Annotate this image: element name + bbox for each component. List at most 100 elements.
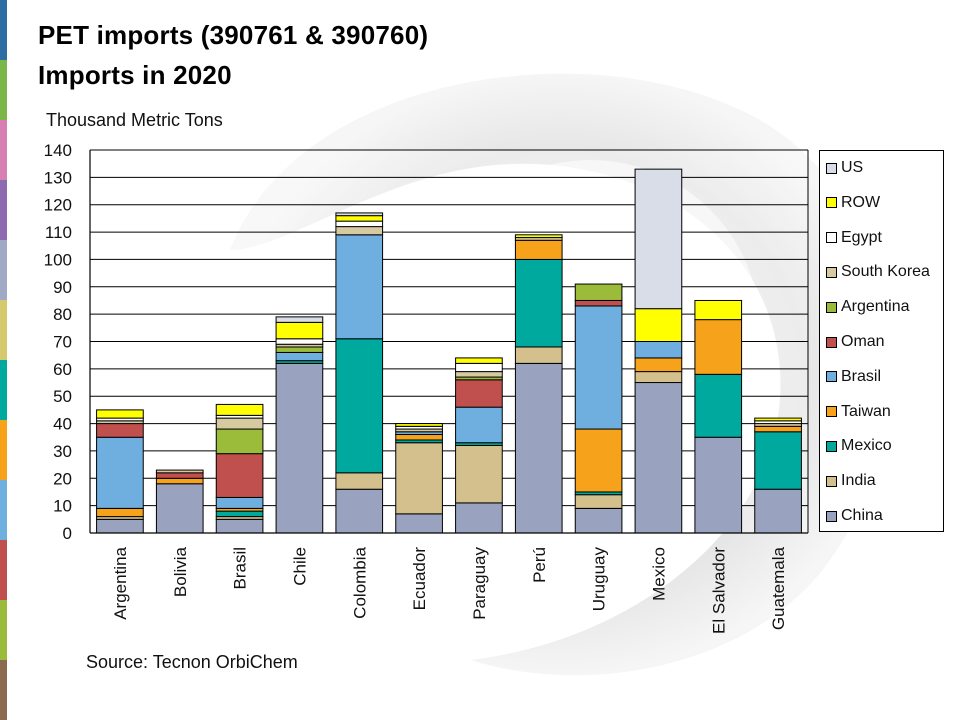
x-tick-label: Ecuador xyxy=(410,547,429,611)
bar-segment-brasil xyxy=(335,234,384,340)
bar-segment-argentina xyxy=(215,428,264,455)
bar-segment-egypt xyxy=(335,220,384,228)
legend-swatch xyxy=(826,266,837,278)
x-tick-label: Guatemala xyxy=(769,546,788,630)
bar-segment-india xyxy=(634,371,683,384)
legend-label: ROW xyxy=(841,193,881,211)
bar-segment-china xyxy=(514,362,563,534)
legend-label: India xyxy=(841,472,876,490)
bar-segment-brasil xyxy=(574,305,623,430)
bar-segment-argentina xyxy=(275,346,324,353)
stripe-segment xyxy=(0,0,7,60)
bar-segment-brasil xyxy=(634,341,683,359)
legend-swatch xyxy=(826,406,837,418)
y-tick-label: 110 xyxy=(45,223,72,242)
legend-swatch xyxy=(826,475,837,487)
bar-segment-mexico xyxy=(514,258,563,348)
bar-segment-china xyxy=(335,488,384,534)
bar-segment-row xyxy=(455,357,503,364)
y-tick-label: 60 xyxy=(53,360,72,379)
y-tick-label: 0 xyxy=(63,524,72,543)
bar-segment-brasil xyxy=(96,436,144,509)
y-tick-label: 90 xyxy=(53,278,72,297)
legend-item: Mexico xyxy=(826,436,892,456)
legend-label: Mexico xyxy=(841,437,892,455)
bar-segment-brasil xyxy=(275,351,324,362)
stripe-segment xyxy=(0,660,7,720)
bar-segment-south-korea xyxy=(335,226,384,236)
bar-segment-china xyxy=(275,362,324,534)
legend-swatch xyxy=(826,336,837,348)
bar-segment-oman xyxy=(96,423,144,438)
bar-segment-china xyxy=(96,518,144,534)
x-tick-label: Uruguay xyxy=(590,547,609,612)
y-tick-label: 70 xyxy=(53,333,72,352)
bar-segment-egypt xyxy=(455,362,503,373)
chart-legend: US ROW Egypt South Korea Argentina Oman Brasil… xyxy=(819,150,944,532)
legend-item: South Korea xyxy=(826,262,930,282)
legend-swatch xyxy=(826,440,837,452)
y-tick-label: 120 xyxy=(44,196,72,215)
legend-label: Brasil xyxy=(841,367,882,385)
bar-segment-china xyxy=(694,436,743,534)
bar-segment-taiwan xyxy=(754,425,802,433)
legend-label: Egypt xyxy=(841,228,882,246)
bar-segment-taiwan xyxy=(574,428,623,493)
bar-segment-row xyxy=(514,234,563,239)
bar-segment-india xyxy=(335,472,384,490)
legend-swatch xyxy=(826,197,837,209)
legend-swatch xyxy=(826,510,837,522)
legend-swatch xyxy=(826,371,837,383)
stripe-segment xyxy=(0,600,7,660)
bar-segment-us xyxy=(275,316,324,323)
bar-segment-south-korea xyxy=(155,469,204,474)
bar-segment-row xyxy=(335,215,384,222)
stripe-segment xyxy=(0,420,7,480)
bar-segment-us xyxy=(335,212,384,217)
x-tick-label: Perú xyxy=(530,547,549,583)
bar-segment-row xyxy=(275,321,324,340)
legend-swatch xyxy=(826,232,837,244)
bar-segment-brasil xyxy=(215,496,264,509)
legend-item: Egypt xyxy=(826,228,882,248)
y-tick-label: 20 xyxy=(53,469,72,488)
bar-segment-oman xyxy=(455,379,503,408)
x-tick-label: Paraguay xyxy=(470,547,489,620)
stripe-segment xyxy=(0,240,7,300)
bar-segment-south-korea xyxy=(455,371,503,378)
legend-swatch xyxy=(826,301,837,313)
stripe-segment xyxy=(0,360,7,420)
source-note: Source: Tecnon OrbiChem xyxy=(86,652,298,672)
bar-segment-india xyxy=(455,444,503,504)
stripe-segment xyxy=(0,60,7,120)
legend-item: ROW xyxy=(826,193,880,213)
x-tick-label: Brasil xyxy=(231,547,250,590)
x-tick-label: Colombia xyxy=(350,546,369,618)
y-tick-label: 30 xyxy=(53,442,72,461)
bar-segment-mexico xyxy=(215,510,264,518)
bar-segment-china xyxy=(215,518,264,534)
bar-segment-south-korea xyxy=(215,417,264,430)
bar-segment-oman xyxy=(155,472,204,479)
y-tick-label: 140 xyxy=(44,141,72,160)
bar-segment-mexico xyxy=(335,338,384,474)
bar-segment-mexico xyxy=(754,431,802,490)
x-tick-label: Argentina xyxy=(111,546,130,619)
x-tick-label: Chile xyxy=(290,547,309,586)
bar-segment-china xyxy=(155,483,204,534)
bar-segment-oman xyxy=(574,299,623,307)
slide-title: PET imports (390761 & 390760) xyxy=(38,20,429,50)
bar-segment-china xyxy=(395,513,443,534)
bar-segment-india xyxy=(395,442,443,515)
bar-segment-row xyxy=(694,299,743,321)
bar-segment-taiwan xyxy=(514,239,563,260)
bar-segment-china xyxy=(634,382,683,534)
legend-item: Brasil xyxy=(826,367,881,387)
legend-label: US xyxy=(841,159,864,176)
legend-label: Oman xyxy=(841,333,885,350)
bar-segment-oman xyxy=(215,453,264,498)
legend-item: Taiwan xyxy=(826,402,891,422)
legend-swatch xyxy=(826,162,837,174)
bar-segment-taiwan xyxy=(395,434,443,441)
bar-segment-row xyxy=(634,308,683,342)
